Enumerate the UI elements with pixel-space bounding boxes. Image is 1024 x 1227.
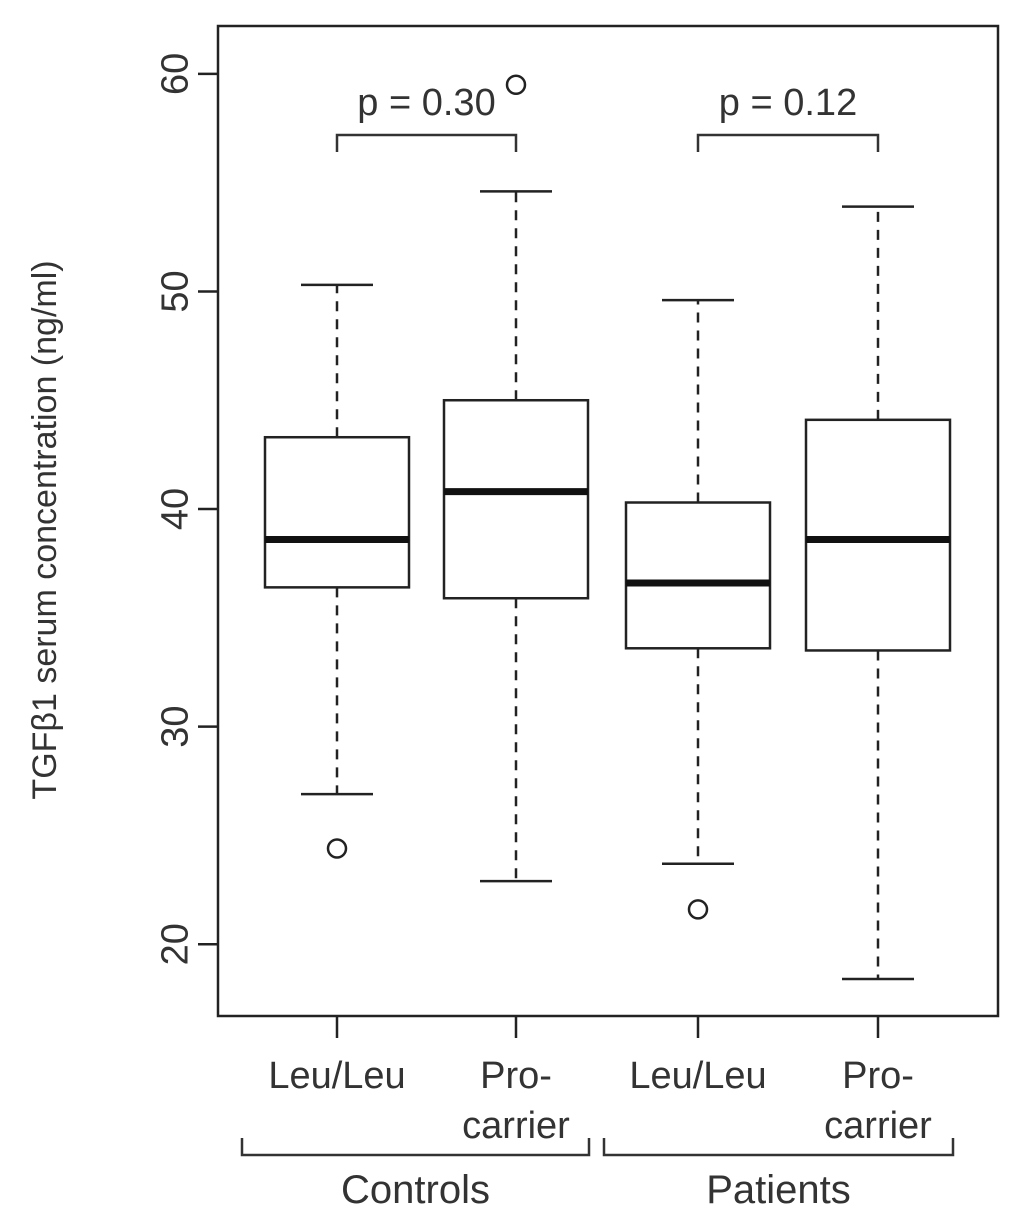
y-tick-label: 50 <box>154 270 196 312</box>
box-iqr <box>624 501 772 650</box>
x-category-label: carrier <box>462 1105 570 1147</box>
group-bracket-patients: Patients <box>602 1138 955 1212</box>
group-bracket-controls: Controls <box>240 1138 591 1212</box>
x-category-label: carrier <box>824 1105 932 1147</box>
comparison-brackets: p = 0.30 p = 0.12 <box>335 82 880 152</box>
group-label: Patients <box>706 1168 851 1212</box>
outlier-point <box>687 899 709 920</box>
box-iqr <box>263 435 411 589</box>
comparison-bracket: p = 0.30 <box>335 82 518 152</box>
box-4 <box>804 205 952 981</box>
outlier-point <box>505 74 527 95</box>
y-axis: 20 30 40 50 60 <box>154 53 218 965</box>
y-axis-title: TGFβ1 serum concentration (ng/ml) <box>26 260 64 799</box>
comparison-bracket-line <box>696 133 880 152</box>
outlier-point <box>326 838 348 859</box>
group-bracket-line <box>240 1138 591 1157</box>
x-category-label: Pro- <box>842 1055 914 1097</box>
y-tick-label: 20 <box>154 923 196 965</box>
y-tick-label: 60 <box>154 53 196 95</box>
plot-border <box>216 24 1000 1018</box>
group-label: Controls <box>341 1168 490 1212</box>
x-category-label: Leu/Leu <box>629 1055 766 1097</box>
box-iqr <box>442 398 590 600</box>
group-bracket-line <box>602 1138 955 1157</box>
box-3 <box>624 298 772 920</box>
p-value-label: p = 0.30 <box>357 82 495 124</box>
plot-frame <box>216 24 1000 1018</box>
group-brackets: Controls Patients <box>240 1138 955 1212</box>
box-2 <box>442 74 590 883</box>
y-tick-label: 30 <box>154 705 196 747</box>
x-category-label: Pro- <box>480 1055 552 1097</box>
box-iqr <box>804 418 952 652</box>
comparison-bracket-line <box>335 133 518 152</box>
box-1 <box>263 283 411 859</box>
boxes <box>263 74 952 981</box>
p-value-label: p = 0.12 <box>719 82 857 124</box>
x-axis: Leu/Leu Pro-carrier Leu/Leu Pro-carrier <box>268 1016 932 1147</box>
x-category-label: Leu/Leu <box>268 1055 405 1097</box>
comparison-bracket: p = 0.12 <box>696 82 880 152</box>
y-tick-label: 40 <box>154 488 196 530</box>
